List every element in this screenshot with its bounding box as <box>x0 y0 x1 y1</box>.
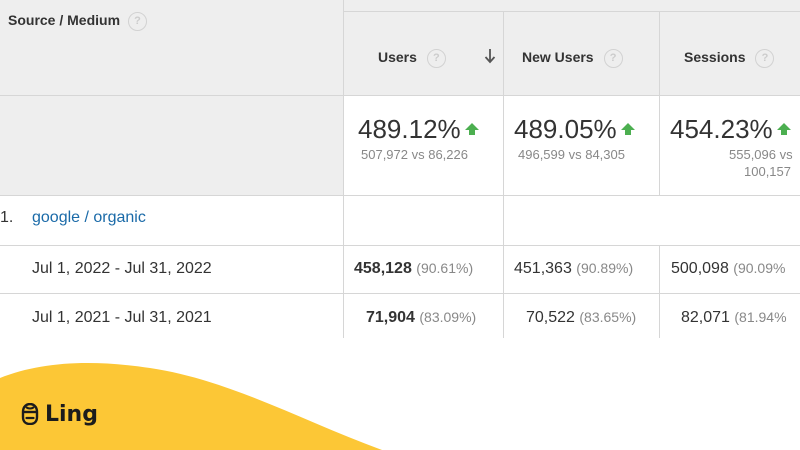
users-change-value: 489.12% <box>358 114 461 144</box>
users-value: 71,904 (83.09%) <box>366 309 476 327</box>
sessions-value: 500,098 (90.09% <box>671 260 785 278</box>
column-divider <box>343 196 344 245</box>
column-header-users[interactable]: Users? <box>343 12 503 96</box>
new-users-number: 70,522 <box>526 309 575 326</box>
sessions-share: (90.09% <box>733 260 786 276</box>
dimension-title-text: Source / Medium <box>8 12 121 29</box>
up-arrow-icon <box>776 123 791 135</box>
new-users-share: (83.65%) <box>579 309 637 325</box>
column-header-new-users[interactable]: New Users? <box>503 12 659 96</box>
users-share: (90.61%) <box>416 260 474 276</box>
new-users-change-value: 489.05% <box>514 114 617 144</box>
table-row: Jul 1, 2021 - Jul 31, 2021 71,904 (83.09… <box>0 294 800 338</box>
help-icon[interactable]: ? <box>128 12 148 31</box>
up-arrow-icon <box>464 123 479 135</box>
sessions-number: 82,071 <box>681 309 730 326</box>
column-divider <box>503 196 504 245</box>
column-header-users-label: Users? <box>378 49 446 68</box>
source-medium-link[interactable]: google / organic <box>32 209 146 226</box>
ling-wordmark: Ling <box>45 401 98 427</box>
sessions-comparison-line2: 100,157 <box>744 164 791 179</box>
column-divider <box>503 294 504 338</box>
table-row-group: 1. google / organic <box>0 196 800 246</box>
users-number: 458,128 <box>354 260 412 277</box>
sessions-value: 82,071 (81.94% <box>681 309 787 327</box>
date-range-label: Jul 1, 2022 - Jul 31, 2022 <box>32 260 212 277</box>
users-share: (83.09%) <box>419 309 477 325</box>
header-top-strip <box>343 0 800 12</box>
help-icon[interactable]: ? <box>755 49 775 68</box>
users-value: 458,128 (90.61%) <box>354 260 473 278</box>
summary-new-users: 489.05% 496,599 vs 84,305 <box>503 96 659 196</box>
row-number: 1. <box>0 209 14 226</box>
sessions-comparison-line1: 555,096 vs <box>729 147 793 162</box>
column-divider <box>343 294 344 338</box>
column-header-sessions[interactable]: Sessions? <box>659 12 800 96</box>
ling-logo[interactable]: Ling <box>20 398 98 430</box>
column-divider <box>503 246 504 293</box>
table-row: Jul 1, 2022 - Jul 31, 2022 458,128 (90.6… <box>0 246 800 294</box>
column-divider <box>659 294 660 338</box>
up-arrow-icon <box>620 123 635 135</box>
column-header-new-users-label: New Users? <box>522 49 623 68</box>
new-users-number: 451,363 <box>514 260 572 277</box>
summary-users: 489.12% 507,972 vs 86,226 <box>343 96 503 196</box>
sort-descending-icon[interactable] <box>484 47 496 65</box>
date-range-label: Jul 1, 2021 - Jul 31, 2021 <box>32 309 212 326</box>
summary-sessions: 454.23% 555,096 vs 100,157 <box>659 96 800 196</box>
column-divider <box>343 246 344 293</box>
users-number: 71,904 <box>366 309 415 326</box>
dimension-title: Source / Medium? <box>8 12 148 31</box>
sessions-change-value: 454.23% <box>670 114 773 144</box>
new-users-value: 451,363 (90.89%) <box>514 260 633 278</box>
users-comparison: 507,972 vs 86,226 <box>361 147 468 162</box>
new-users-label-text: New Users <box>522 49 594 66</box>
sessions-number: 500,098 <box>671 260 729 277</box>
analytics-table: Source / Medium? Users? New Users? Sessi… <box>0 0 800 338</box>
help-icon[interactable]: ? <box>426 49 446 68</box>
sessions-label-text: Sessions <box>684 49 746 66</box>
users-change: 489.12% <box>358 114 479 145</box>
new-users-comparison: 496,599 vs 84,305 <box>518 147 625 162</box>
users-label-text: Users <box>378 49 417 66</box>
dimension-header[interactable]: Source / Medium? <box>0 0 343 96</box>
sessions-change: 454.23% <box>670 114 791 145</box>
summary-dimension-cell <box>0 96 343 196</box>
column-divider <box>659 246 660 293</box>
sessions-share: (81.94% <box>734 309 787 325</box>
column-header-sessions-label: Sessions? <box>684 49 775 68</box>
new-users-value: 70,522 (83.65%) <box>526 309 636 327</box>
new-users-share: (90.89%) <box>576 260 634 276</box>
new-users-change: 489.05% <box>514 114 635 145</box>
mascot-icon <box>21 403 39 425</box>
help-icon[interactable]: ? <box>603 49 623 68</box>
